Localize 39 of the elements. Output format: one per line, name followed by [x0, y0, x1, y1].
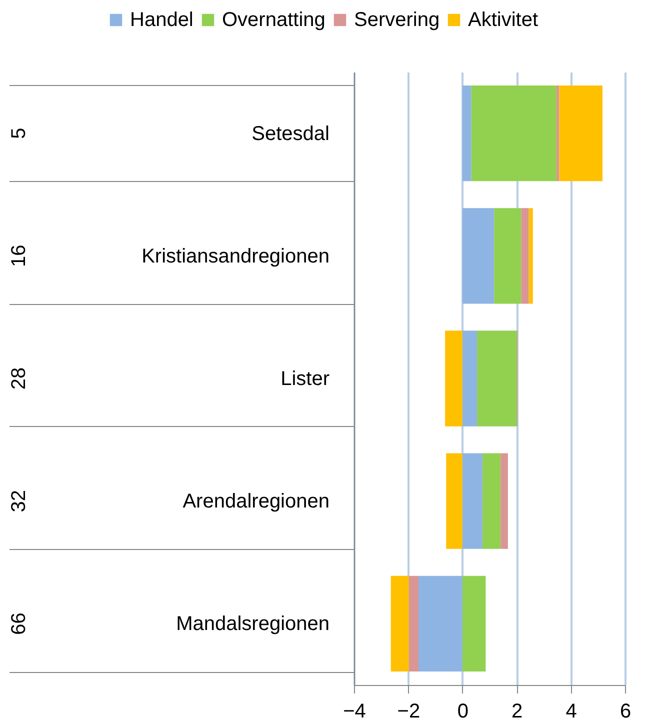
bar	[446, 453, 462, 549]
bar	[500, 453, 508, 549]
y-tick-label: Lister	[280, 368, 330, 390]
y-tick-label: Setesdal	[252, 122, 330, 145]
bar	[559, 85, 603, 182]
x-tick-label: −2	[397, 700, 420, 722]
bar	[462, 576, 486, 672]
legend-label: Handel	[130, 9, 194, 31]
x-tick-label: 6	[620, 700, 632, 722]
text: 5	[8, 128, 30, 139]
bar	[528, 208, 533, 304]
bar	[477, 330, 518, 426]
bar	[445, 330, 462, 426]
bar	[494, 208, 522, 304]
x-tick-label: 4	[566, 700, 577, 722]
x-tick-label: 0	[457, 700, 468, 722]
y-tick-label: Arendalregionen	[182, 490, 330, 513]
legend-label: Servering	[354, 9, 440, 31]
text: 66	[8, 612, 30, 635]
legend-label: Overnatting	[222, 9, 326, 31]
text: 32	[8, 490, 30, 512]
bar	[521, 208, 529, 304]
legend-label: Aktivitet	[468, 9, 538, 31]
bar	[482, 453, 501, 549]
x-tick-label: −4	[343, 700, 366, 722]
x-tick-label: 2	[512, 700, 523, 722]
y-tick-label: Kristiansandregionen	[142, 245, 330, 268]
bar	[390, 576, 409, 672]
bar	[408, 576, 418, 672]
bar	[462, 330, 478, 426]
text: 16	[8, 244, 30, 268]
text: 28	[8, 367, 30, 390]
bar	[556, 85, 560, 182]
y-tick-label: Mandalsregionen	[176, 613, 330, 636]
bar	[462, 453, 482, 549]
bar	[471, 85, 556, 182]
bar	[462, 85, 472, 182]
bar	[462, 208, 494, 304]
bar	[418, 576, 462, 672]
